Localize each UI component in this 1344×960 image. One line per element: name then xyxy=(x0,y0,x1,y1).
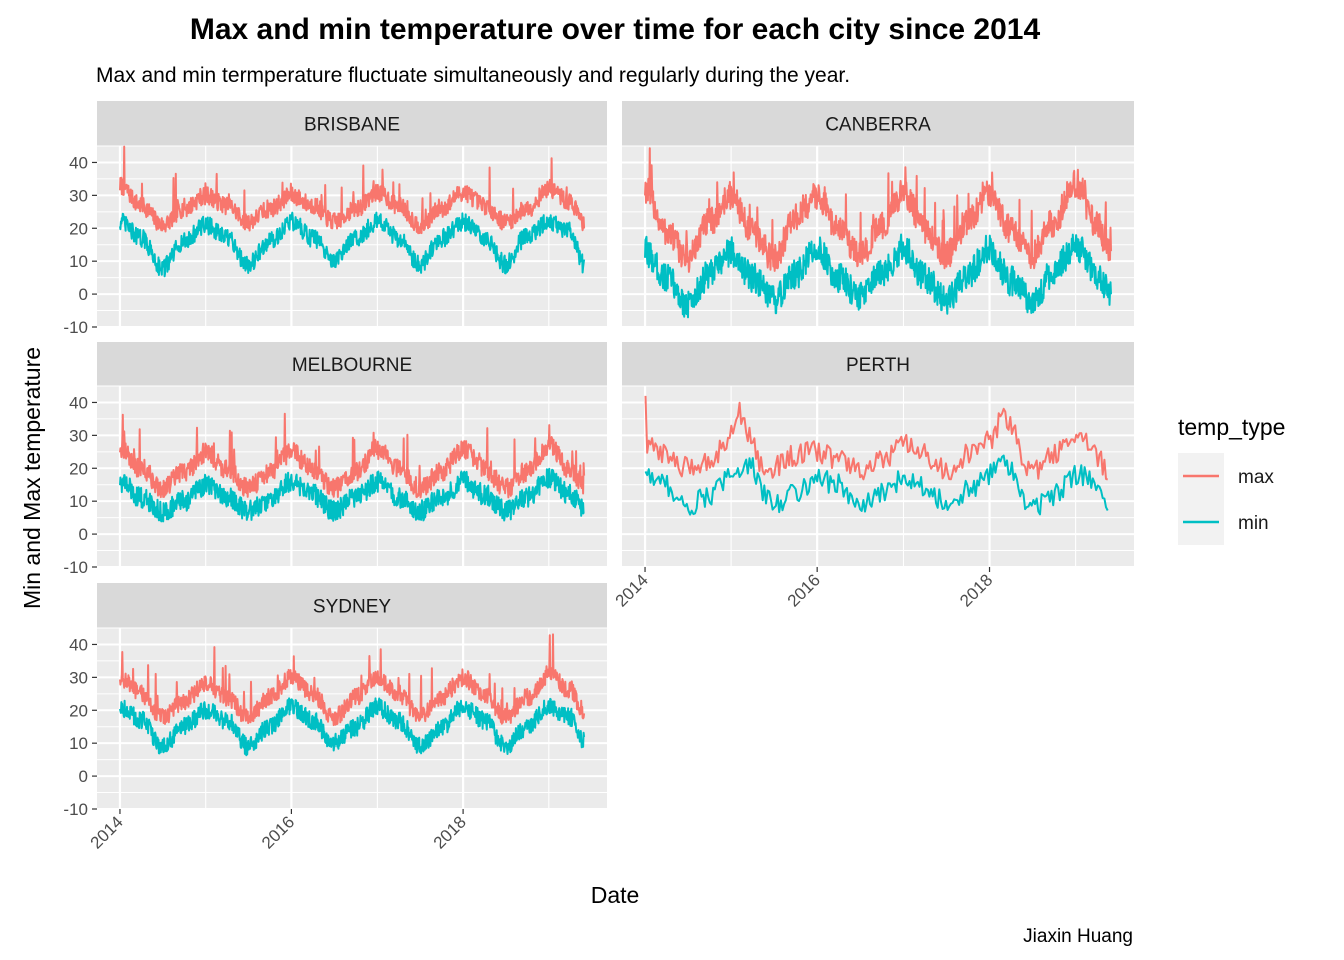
series-line-max xyxy=(119,412,586,499)
series-line-min xyxy=(119,697,586,757)
y-tick-label: -10 xyxy=(63,800,88,819)
y-tick-label: 40 xyxy=(69,153,88,172)
y-tick-label: 20 xyxy=(69,701,88,720)
chart-subtitle: Max and min termperature fluctuate simul… xyxy=(96,64,850,87)
series-line-max xyxy=(119,145,586,235)
facet-strip xyxy=(622,101,1134,146)
x-tick-label: 2014 xyxy=(612,570,652,610)
legend: temp_type max min xyxy=(1178,414,1285,545)
series-line-min xyxy=(119,467,585,523)
panel-background xyxy=(622,386,1134,567)
facet-strip-label: SYDNEY xyxy=(313,597,391,618)
facet-sydney: SYDNEY -10 0 10 20 30 40 2014 2016 2018 xyxy=(63,583,607,853)
series-line-max xyxy=(119,633,586,727)
facet-strip xyxy=(97,583,607,628)
facet-brisbane: BRISBANE -10 0 10 20 30 40 xyxy=(63,101,607,337)
x-tick-label: 2016 xyxy=(784,570,824,610)
legend-label-max: max xyxy=(1238,467,1274,488)
y-tick-label: -10 xyxy=(63,558,88,577)
panel-background xyxy=(97,628,607,809)
y-tick-label: 40 xyxy=(69,635,88,654)
facet-strip xyxy=(97,342,607,386)
caption: Jiaxin Huang xyxy=(1023,926,1133,947)
y-tick-label: 0 xyxy=(79,525,88,544)
facet-strip-label: PERTH xyxy=(846,355,910,376)
x-axis-label: Date xyxy=(591,882,640,908)
y-tick-label: 0 xyxy=(79,767,88,786)
y-tick-label: 30 xyxy=(69,426,88,445)
y-tick-label: 30 xyxy=(69,186,88,205)
y-axis-label: Min and Max temperature xyxy=(19,347,45,609)
facet-strip xyxy=(97,101,607,146)
legend-label-min: min xyxy=(1238,513,1269,534)
facet-panels: BRISBANE -10 0 10 20 30 40 CANBERRA MELBOURNE -10… xyxy=(63,101,1134,853)
y-tick-label: 30 xyxy=(69,668,88,687)
facet-strip xyxy=(622,342,1134,386)
x-tick-label: 2018 xyxy=(956,570,996,610)
y-tick-label: 20 xyxy=(69,219,88,238)
y-tick-label: 40 xyxy=(69,393,88,412)
series-line-min xyxy=(644,454,1109,516)
chart-title: Max and min temperature over time for ea… xyxy=(190,13,1041,46)
y-tick-label: 10 xyxy=(69,492,88,511)
series-line-min xyxy=(644,233,1112,319)
facet-melbourne: MELBOURNE -10 0 10 20 30 40 xyxy=(63,342,607,577)
facet-strip-label: CANBERRA xyxy=(825,115,931,136)
facet-perth: PERTH 2014 2016 2018 xyxy=(612,342,1134,611)
facet-canberra: CANBERRA xyxy=(622,101,1134,328)
y-tick-label: 20 xyxy=(69,459,88,478)
y-tick-label: 10 xyxy=(69,734,88,753)
facet-strip-label: MELBOURNE xyxy=(292,355,412,376)
legend-key-background xyxy=(1178,453,1224,545)
legend-title: temp_type xyxy=(1178,414,1285,440)
y-tick-label: 0 xyxy=(79,285,88,304)
series-line-min xyxy=(119,211,586,278)
series-line-max xyxy=(644,147,1112,273)
x-tick-label: 2014 xyxy=(87,812,127,852)
x-tick-label: 2016 xyxy=(258,812,298,852)
y-tick-label: -10 xyxy=(63,318,88,337)
x-tick-label: 2018 xyxy=(430,812,470,852)
y-tick-label: 10 xyxy=(69,252,88,271)
facet-strip-label: BRISBANE xyxy=(304,115,400,136)
panel-background xyxy=(622,146,1134,327)
series-line-max xyxy=(644,395,1109,481)
